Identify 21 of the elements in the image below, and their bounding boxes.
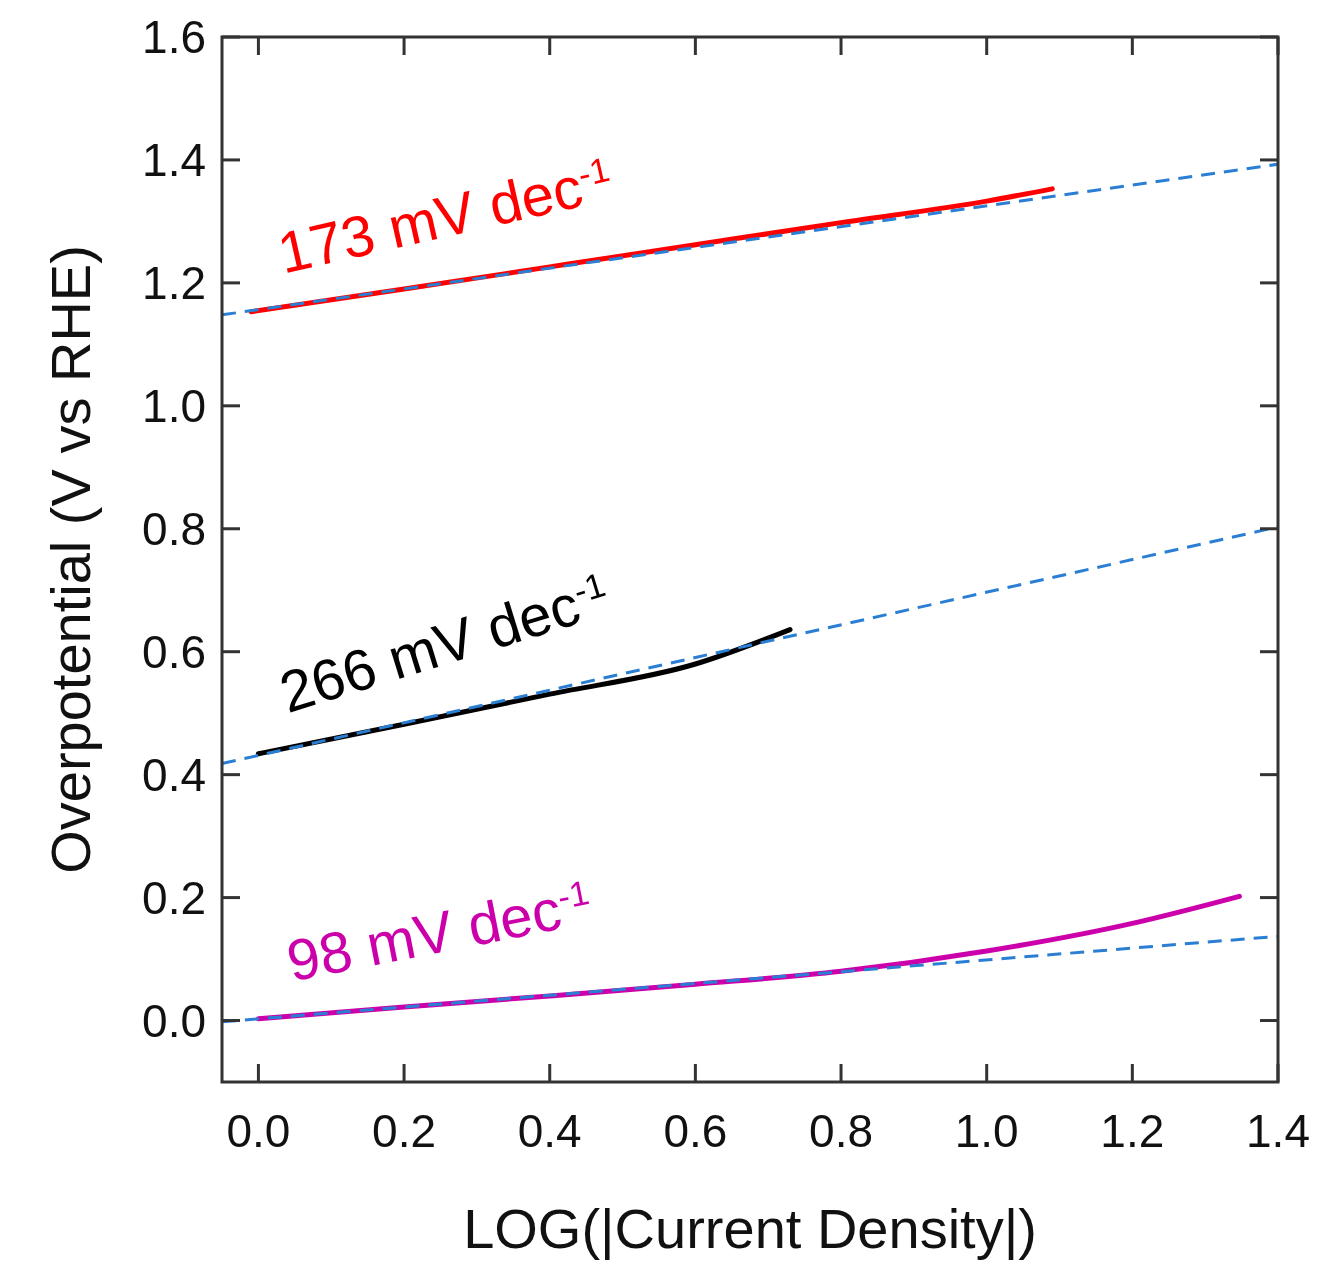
text: 98 mV dec$^{-1}$ xyxy=(281,871,592,994)
x-tick-label: 0.4 xyxy=(517,1105,582,1157)
x-tick-label: 0.2 xyxy=(372,1105,437,1157)
x-tick-label: 0.0 xyxy=(226,1105,291,1157)
x-tick-label: 1.2 xyxy=(1100,1105,1165,1157)
text: 173 mV dec$^{-1}$ xyxy=(271,148,613,286)
y-tick-label: 0.4 xyxy=(142,748,206,801)
x-tick-label: 0.8 xyxy=(809,1105,874,1157)
y-tick-label: 1.2 xyxy=(142,256,206,309)
y-tick-label: 1.4 xyxy=(142,134,206,187)
x-axis-title: LOG(|Current Density|) xyxy=(463,1197,1037,1260)
y-tick-label: 0.0 xyxy=(142,994,206,1047)
y-tick-label: 0.8 xyxy=(142,502,206,555)
x-tick-label: 0.6 xyxy=(663,1105,728,1157)
x-tick-label: 1.4 xyxy=(1246,1105,1310,1157)
y-tick-label: 0.6 xyxy=(142,625,206,678)
y-axis-title: Overpotential (V vs RHE) xyxy=(39,245,102,874)
y-tick-label: 1.6 xyxy=(142,11,206,64)
y-tick-label: 0.2 xyxy=(142,871,206,924)
x-tick-label: 1.0 xyxy=(954,1105,1019,1157)
y-tick-label: 1.0 xyxy=(142,379,206,432)
